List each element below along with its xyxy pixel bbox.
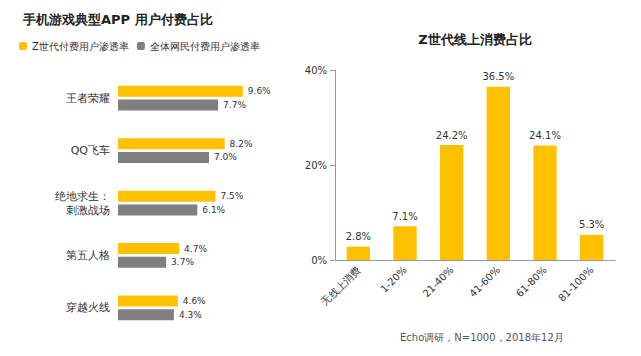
- svg-text:5.3%: 5.3%: [579, 219, 604, 230]
- svg-text:2.8%: 2.8%: [346, 231, 371, 242]
- svg-text:Z世代线上消费占比: Z世代线上消费占比: [418, 32, 531, 47]
- svg-text:无线上消费: 无线上消费: [319, 264, 362, 307]
- svg-text:24.1%: 24.1%: [529, 130, 561, 141]
- svg-text:1-20%: 1-20%: [378, 264, 409, 295]
- svg-text:王者荣耀: 王者荣耀: [66, 92, 110, 105]
- svg-text:20%: 20%: [305, 160, 327, 171]
- svg-text:7.7%: 7.7%: [223, 100, 246, 110]
- svg-text:穿越火线: 穿越火线: [66, 301, 110, 314]
- svg-text:6.1%: 6.1%: [202, 205, 225, 215]
- svg-text:41-60%: 41-60%: [467, 264, 502, 299]
- svg-text:4.6%: 4.6%: [183, 296, 206, 306]
- svg-text:8.2%: 8.2%: [230, 139, 253, 149]
- svg-text:全体网民付费用户渗透率: 全体网民付费用户渗透率: [150, 41, 260, 52]
- svg-text:0%: 0%: [311, 255, 327, 266]
- svg-text:24.2%: 24.2%: [436, 130, 468, 141]
- svg-text:9.6%: 9.6%: [248, 86, 271, 96]
- svg-text:7.5%: 7.5%: [221, 191, 244, 201]
- svg-text:手机游戏典型APP 用户付费占比: 手机游戏典型APP 用户付费占比: [22, 12, 213, 27]
- svg-text:4.3%: 4.3%: [179, 310, 202, 320]
- svg-text:7.1%: 7.1%: [392, 211, 417, 222]
- svg-text:4.7%: 4.7%: [184, 244, 207, 254]
- svg-text:第五人格: 第五人格: [66, 249, 110, 262]
- svg-text:Z世代付费用户渗透率: Z世代付费用户渗透率: [32, 41, 129, 52]
- svg-text:绝地求生：: 绝地求生：: [55, 190, 110, 203]
- svg-text:QQ飞车: QQ飞车: [71, 144, 110, 157]
- svg-text:刺激战场: 刺激战场: [66, 204, 110, 217]
- svg-text:Echo调研，N=1000，2018年12月: Echo调研，N=1000，2018年12月: [400, 332, 564, 343]
- svg-text:3.7%: 3.7%: [171, 257, 194, 267]
- svg-text:36.5%: 36.5%: [482, 71, 514, 82]
- svg-text:40%: 40%: [305, 65, 327, 76]
- svg-text:61-80%: 61-80%: [514, 264, 549, 299]
- svg-text:7.0%: 7.0%: [214, 152, 237, 162]
- svg-text:21-40%: 21-40%: [421, 264, 456, 299]
- svg-text:81-100%: 81-100%: [556, 264, 595, 303]
